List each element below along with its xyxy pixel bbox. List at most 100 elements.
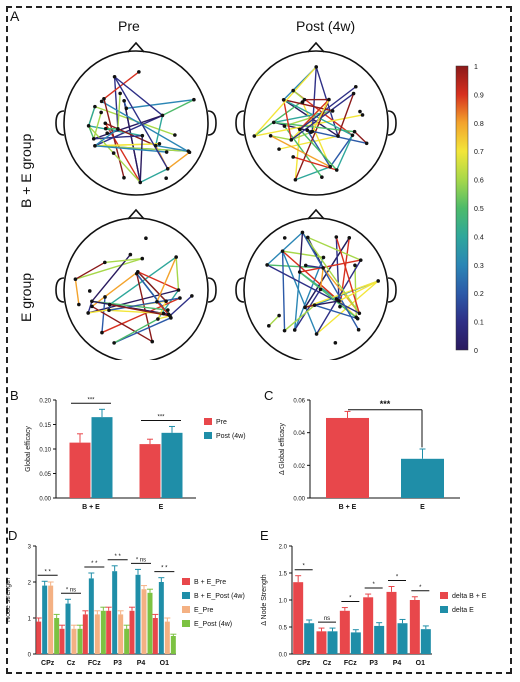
electrode xyxy=(144,236,148,240)
electrode xyxy=(300,100,305,104)
electrode xyxy=(105,131,110,136)
left-ear xyxy=(55,110,65,136)
col-title-pre: Pre xyxy=(118,18,140,34)
electrode xyxy=(190,294,194,298)
head-outline xyxy=(243,217,389,360)
x-tick-label: B + E xyxy=(339,504,357,511)
legend-swatch xyxy=(440,592,448,599)
connection-line xyxy=(157,300,167,320)
electrode xyxy=(122,98,126,103)
electrode xyxy=(178,296,182,300)
electrode xyxy=(277,313,281,318)
electrode xyxy=(112,74,117,79)
bar xyxy=(54,618,60,654)
y-tick-label: 0.5 xyxy=(279,626,288,632)
electrode xyxy=(192,97,196,102)
electrode xyxy=(351,91,356,96)
electrode xyxy=(156,317,160,321)
connection-line xyxy=(294,99,330,181)
bar xyxy=(139,444,161,498)
bar xyxy=(327,631,338,654)
sig-label: *** xyxy=(157,414,165,420)
connection-line xyxy=(87,125,95,140)
bar xyxy=(397,623,408,654)
bar xyxy=(316,631,327,654)
x-tick-label: P4 xyxy=(393,660,402,667)
electrode xyxy=(118,91,122,96)
connection-line xyxy=(292,90,305,101)
connection-line xyxy=(74,279,80,305)
electrode xyxy=(354,84,358,89)
panel-label: C xyxy=(264,388,273,403)
connection-line xyxy=(94,128,119,147)
bar xyxy=(129,610,135,654)
connection-line xyxy=(117,93,121,129)
panel-label: B xyxy=(10,388,19,403)
connection-line xyxy=(91,305,153,343)
bar xyxy=(141,589,147,654)
y-tick-label: 0.00 xyxy=(39,497,51,503)
connection-line xyxy=(336,135,354,171)
electrode xyxy=(77,302,81,307)
connection-line xyxy=(87,301,93,314)
electrode xyxy=(164,299,168,304)
legend-swatch xyxy=(182,620,190,627)
electrode xyxy=(137,70,141,74)
legend-swatch xyxy=(182,606,190,613)
bar xyxy=(106,610,112,654)
electrode xyxy=(155,300,159,304)
connection-line xyxy=(307,236,362,261)
x-tick-label: E xyxy=(159,504,164,511)
connection-line xyxy=(113,76,119,129)
electrode xyxy=(90,304,94,309)
connection-line xyxy=(167,151,190,170)
electrode xyxy=(336,134,340,138)
connection-line xyxy=(93,134,143,140)
connection-line xyxy=(304,280,379,308)
electrode xyxy=(312,303,317,307)
electrode xyxy=(328,164,332,169)
bar xyxy=(304,623,315,654)
connection-line xyxy=(139,168,169,184)
x-tick-label: E xyxy=(420,504,425,511)
colorbar-tick: 0.8 xyxy=(474,121,484,128)
connection-line xyxy=(113,76,169,170)
connection-line xyxy=(88,289,179,314)
nose xyxy=(127,208,145,220)
connection-line xyxy=(137,271,179,291)
electrode xyxy=(305,128,310,133)
connection-line xyxy=(266,231,303,266)
colorbar-tick: 0 xyxy=(474,348,478,355)
legend-label: Pre xyxy=(216,419,227,426)
bar xyxy=(82,614,88,654)
y-tick-label: 0.0 xyxy=(279,653,288,659)
colorbar-tick: 0.2 xyxy=(474,291,484,298)
legend-swatch xyxy=(182,578,190,585)
connection-line xyxy=(299,259,361,273)
chart-b: B 0.00 0.05 0.10 0.15 0.20 Global efficacy B + … xyxy=(10,388,246,511)
head-map xyxy=(235,41,397,196)
connection-line xyxy=(109,303,171,317)
connection-line xyxy=(156,301,170,315)
electrode xyxy=(157,141,162,146)
legend-swatch xyxy=(440,606,448,613)
connection-line xyxy=(306,129,331,168)
bar xyxy=(88,578,94,654)
y-tick-label: 1 xyxy=(28,617,32,623)
electrode xyxy=(320,175,324,179)
bar xyxy=(59,628,65,654)
electrode xyxy=(303,263,308,268)
bar xyxy=(409,600,420,654)
bar xyxy=(420,629,431,654)
bar xyxy=(77,628,83,654)
bar xyxy=(42,585,48,654)
electrode xyxy=(282,328,287,333)
bar xyxy=(339,610,350,654)
connection-line xyxy=(290,92,355,141)
electrode xyxy=(91,136,96,141)
sig-label: * xyxy=(349,596,352,602)
electrode xyxy=(161,311,166,316)
y-tick-label: 1.5 xyxy=(279,572,288,578)
sig-label: * * xyxy=(44,569,51,575)
connection-line xyxy=(284,304,316,332)
